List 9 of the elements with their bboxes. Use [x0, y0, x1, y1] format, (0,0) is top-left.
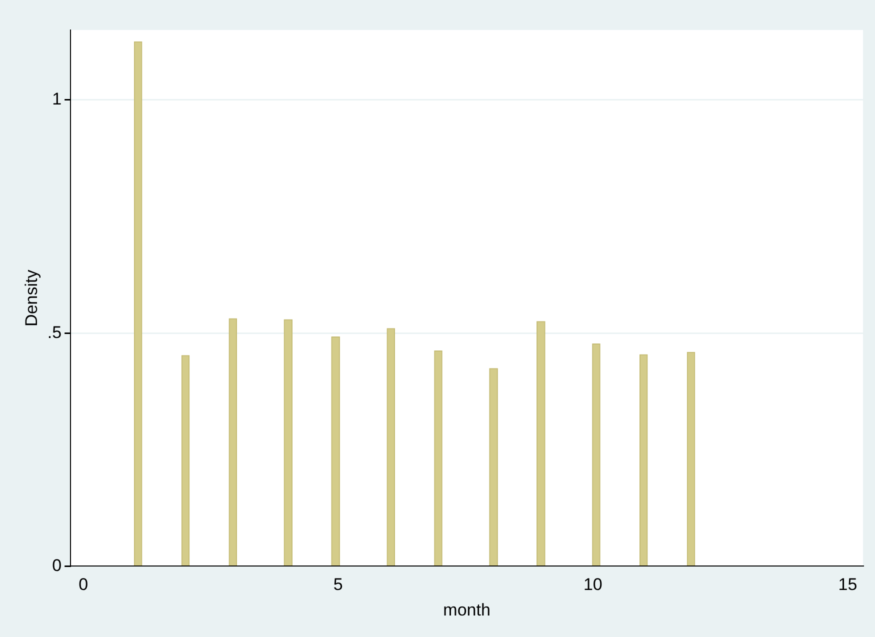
y-tick-label: 1	[52, 90, 62, 109]
x-axis-title: month	[443, 600, 490, 620]
y-tick-label: .5	[47, 322, 62, 342]
x-tick-label: 5	[333, 575, 343, 594]
x-tick-label: 15	[838, 575, 858, 594]
x-tick-label: 10	[583, 575, 602, 594]
y-tick-label: 0	[52, 556, 62, 575]
y-axis-title: Density	[22, 269, 41, 326]
x-tick-label: 0	[78, 575, 88, 594]
